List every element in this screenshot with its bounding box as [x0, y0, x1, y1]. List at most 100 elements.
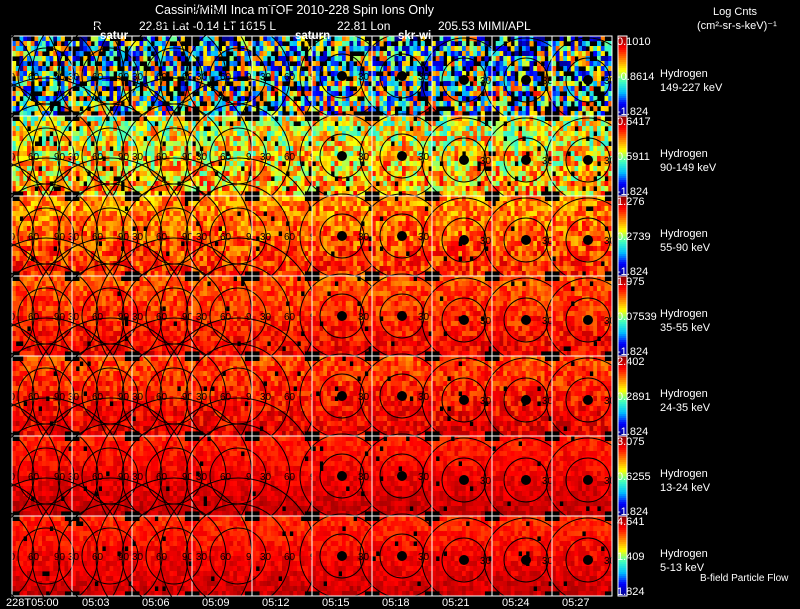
pixel-cell [387, 41, 391, 46]
pixel-cell [117, 171, 121, 176]
pixel-cell [552, 151, 556, 156]
pixel-cell [46, 221, 50, 226]
pixel-cell [297, 51, 301, 56]
pixel-cell [395, 66, 399, 71]
pixel-cell [556, 41, 560, 46]
pixel-cell [233, 136, 237, 141]
pixel-cell [42, 236, 46, 241]
pixel-cell [23, 151, 27, 156]
pixel-cell [136, 126, 140, 131]
pixel-cell [323, 51, 327, 56]
pixel-cell [443, 186, 447, 191]
pixel-cell [260, 126, 264, 131]
pixel-cell [451, 51, 455, 56]
pixel-cell [38, 176, 42, 181]
pixel-cell [353, 151, 357, 156]
pixel-cell [263, 176, 267, 181]
pixel-cell [245, 136, 249, 141]
pixel-cell [492, 141, 496, 146]
pixel-cell [323, 161, 327, 166]
pixel-cell [312, 86, 316, 91]
pixel-cell [481, 116, 485, 121]
pixel-cell [316, 176, 320, 181]
pixel-cell [140, 56, 144, 61]
pixel-cell [605, 96, 609, 101]
pixel-cell [102, 141, 106, 146]
pixel-cell [113, 146, 117, 151]
pixel-cell [312, 146, 316, 151]
pixel-cell [443, 181, 447, 186]
pixel-cell [46, 251, 50, 256]
pixel-cell [252, 121, 256, 126]
pixel-cell [260, 36, 264, 41]
pixel-cell [485, 181, 489, 186]
pixel-cell [537, 41, 541, 46]
pixel-cell [316, 126, 320, 131]
pixel-cell [395, 166, 399, 171]
pixel-cell [61, 181, 65, 186]
pixel-cell [233, 121, 237, 126]
pixel-cell [293, 146, 297, 151]
pixel-cell [507, 81, 511, 86]
pixel-cell [293, 171, 297, 176]
pixel-cell [402, 171, 406, 176]
pixel-cell [38, 96, 42, 101]
pixel-cell [23, 141, 27, 146]
pixel-cell [522, 61, 526, 66]
pixel-cell [297, 126, 301, 131]
pixel-cell [181, 36, 185, 41]
pixel-cell [218, 116, 222, 121]
pixel-cell [440, 46, 444, 51]
pixel-cell [376, 61, 380, 66]
pixel-cell [80, 221, 84, 226]
pixel-cell [260, 66, 264, 71]
pixel-cell [567, 46, 571, 51]
pixel-cell [406, 166, 410, 171]
pixel-cell [545, 126, 549, 131]
pixel-cell [511, 171, 515, 176]
pixel-cell [365, 146, 369, 151]
pixel-cell [230, 91, 234, 96]
pixel-cell [23, 116, 27, 121]
pixel-cell [237, 56, 241, 61]
pixel-cell [391, 66, 395, 71]
pixel-cell [31, 196, 35, 201]
pixel-cell [342, 66, 346, 71]
pixel-cell [458, 176, 462, 181]
pixel-cell [440, 181, 444, 186]
pixel-cell [316, 76, 320, 81]
pixel-cell [42, 81, 46, 86]
pixel-cell [500, 176, 504, 181]
pixel-cell [455, 66, 459, 71]
pixel-cell [593, 106, 597, 111]
pixel-cell [275, 146, 279, 151]
pixel-cell [342, 106, 346, 111]
pixel-cell [383, 146, 387, 151]
pixel-cell [440, 51, 444, 56]
pixel-cell [402, 81, 406, 86]
pixel-cell [173, 121, 177, 126]
pixel-cell [342, 181, 346, 186]
pixel-cell [507, 156, 511, 161]
pixel-cell [372, 76, 376, 81]
pixel-cell [537, 86, 541, 91]
pixel-cell [76, 211, 80, 216]
pixel-cell [132, 126, 136, 131]
pixel-cell [226, 91, 230, 96]
pixel-cell [147, 51, 151, 56]
pixel-cell [113, 81, 117, 86]
pixel-cell [470, 131, 474, 136]
pixel-cell [353, 126, 357, 131]
pixel-cell [170, 131, 174, 136]
pixel-cell [567, 126, 571, 131]
pixel-cell [387, 131, 391, 136]
pixel-cell [500, 131, 504, 136]
pixel-cell [605, 136, 609, 141]
pixel-cell [80, 201, 84, 206]
pixel-cell [316, 131, 320, 136]
contour-label: 60 [156, 72, 168, 83]
pixel-cell [425, 166, 429, 171]
pixel-cell [518, 171, 522, 176]
pixel-cell [147, 131, 151, 136]
pixel-cell [316, 171, 320, 176]
